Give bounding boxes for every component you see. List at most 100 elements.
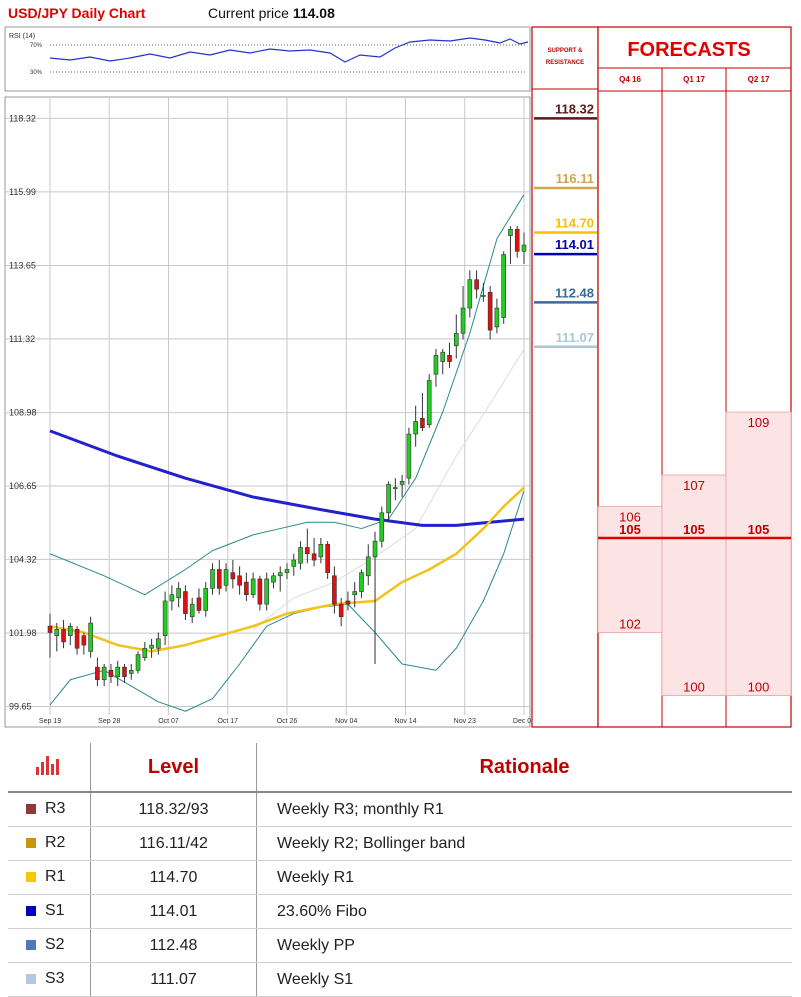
rationale-column-header: Rationale <box>256 743 792 793</box>
level-code: R3 <box>45 800 66 818</box>
grid <box>5 97 530 715</box>
bollinger-lower-line <box>49 490 525 712</box>
candle-body <box>162 600 168 636</box>
candle-body <box>250 578 256 596</box>
x-tick-label: Nov 04 <box>335 718 357 725</box>
level-column-header: Level <box>90 743 257 793</box>
candle-body <box>68 625 73 636</box>
candle-body <box>487 291 493 331</box>
candle-body <box>305 547 310 555</box>
rsi-label: RSI (14) <box>9 33 35 40</box>
y-tick-label: 99.65 <box>9 702 32 712</box>
rationale-cell: Weekly R1 <box>256 860 792 895</box>
chart-title: USD/JPY Daily Chart <box>8 5 146 21</box>
candle-body <box>494 307 500 328</box>
support-resistance-panel: SUPPORT & RESISTANCE 118.32 116.11 114.70 1… <box>531 26 599 728</box>
support-resistance-header-2: RESISTANCE <box>546 60 584 66</box>
candle-body <box>142 647 148 658</box>
forecast-range <box>725 411 792 696</box>
candle-body <box>176 588 181 599</box>
y-axis: 118.32 115.99 113.65 111.32 108.98 106.65 104.… <box>9 113 37 711</box>
forecast-column-label: Q2 17 <box>748 75 770 84</box>
candle-body <box>379 512 385 542</box>
rationale-cell: 23.60% Fibo <box>256 894 792 929</box>
candle-body <box>223 569 229 586</box>
level-code: R2 <box>45 834 66 852</box>
level-value-cell: 111.07 <box>90 962 257 997</box>
level-value-cell: 118.32/93 <box>90 792 257 827</box>
bollinger-upper-line <box>49 194 525 596</box>
candle-body <box>95 666 100 681</box>
levels-table-row: S2 112.48 Weekly PP <box>8 928 792 963</box>
levels-table-header: Level Rationale <box>8 743 792 793</box>
level-code-cell: S3 <box>8 962 91 997</box>
candle-body <box>386 484 391 514</box>
rsi-panel: RSI (14) 70% 30% <box>4 26 531 92</box>
candle-body <box>440 351 446 362</box>
candle-body <box>332 575 337 605</box>
x-tick-label: Nov 14 <box>394 718 416 725</box>
current-price-value: 114.08 <box>292 5 335 21</box>
forecast-low: 100 <box>748 680 770 695</box>
level-code: S2 <box>45 936 65 954</box>
forecast-column-label: Q1 17 <box>683 75 705 84</box>
candle-body <box>128 669 134 674</box>
forecasts-panel: Q4 16 106 102 105 Q1 17 107 100 105 Q2 17 109 100 1… <box>597 26 792 728</box>
forecast-high: 107 <box>683 478 705 493</box>
y-tick-label: 104.32 <box>9 554 37 564</box>
level-code-cell: R3 <box>8 792 91 827</box>
support-resistance-header-1: SUPPORT & <box>547 48 583 54</box>
forecast-low: 100 <box>683 680 705 695</box>
candle-body <box>277 572 283 577</box>
candle-body <box>61 629 66 643</box>
candle-body <box>189 603 195 618</box>
levels-table: Level Rationale R3 118.32/93 Weekly R3; mo… <box>8 743 792 997</box>
candle-body <box>101 666 107 681</box>
y-tick-label: 106.65 <box>9 481 37 491</box>
candle-body <box>122 666 127 677</box>
level-code-cell: S1 <box>8 894 91 929</box>
level-value: 114.01 <box>555 237 594 252</box>
candle-body <box>433 354 439 375</box>
rsi-level-30: 30% <box>30 70 43 76</box>
forecast-central: 105 <box>683 522 705 537</box>
candle-body <box>115 666 121 677</box>
level-swatch <box>26 974 36 985</box>
bollinger-mid-line <box>252 348 525 630</box>
candle-body <box>156 638 161 649</box>
current-price-label: Current price <box>208 5 289 21</box>
candle-body <box>338 603 344 618</box>
current-price: Current price 114.08 <box>208 5 335 21</box>
level-value-cell: 112.48 <box>90 928 257 963</box>
y-tick-label: 111.32 <box>9 334 35 344</box>
candle-body <box>216 569 222 589</box>
candle-body <box>284 569 290 573</box>
x-axis: Sep 19 Sep 28 Oct 07 Oct 17 Oct 26 Nov 04 Nov … <box>39 718 535 725</box>
candle-body <box>230 572 236 580</box>
level-value-cell: 114.01 <box>90 894 257 929</box>
rationale-cell: Weekly S1 <box>256 962 792 997</box>
rsi-line <box>49 37 529 63</box>
x-tick-label: Oct 07 <box>158 718 179 725</box>
level-swatch <box>26 906 36 917</box>
candle-body <box>210 569 215 589</box>
candle-body <box>372 540 378 558</box>
level-value: 114.70 <box>555 215 594 230</box>
level-value: 111.07 <box>556 330 594 345</box>
levels-table-row: R1 114.70 Weekly R1 <box>8 860 792 895</box>
candle-body <box>318 543 324 558</box>
y-tick-label: 115.99 <box>9 187 36 197</box>
x-tick-label: Sep 28 <box>98 718 120 725</box>
candle-body <box>203 588 209 611</box>
candle-body <box>345 600 351 605</box>
candle-body <box>183 591 188 614</box>
candle-body <box>291 559 297 567</box>
bollinger-bands <box>49 194 525 712</box>
forecast-high: 109 <box>748 415 770 430</box>
forecast-low: 102 <box>619 617 641 632</box>
level-swatch <box>26 838 36 849</box>
chart-icon <box>8 743 91 793</box>
x-tick-label: Sep 19 <box>39 718 61 725</box>
moving-averages <box>49 429 525 653</box>
level-code: S1 <box>45 902 65 920</box>
